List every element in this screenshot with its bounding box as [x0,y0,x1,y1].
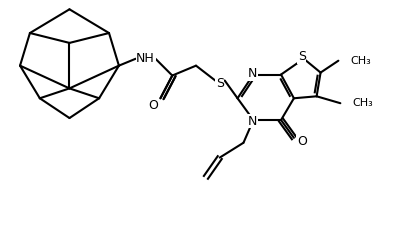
Text: N: N [248,67,257,80]
Text: CH₃: CH₃ [352,98,373,108]
Text: CH₃: CH₃ [350,56,371,66]
Text: O: O [297,135,307,148]
Text: N: N [248,114,257,128]
Text: S: S [298,50,306,63]
Text: S: S [216,77,224,90]
Text: NH: NH [136,52,155,65]
Text: O: O [149,99,158,112]
